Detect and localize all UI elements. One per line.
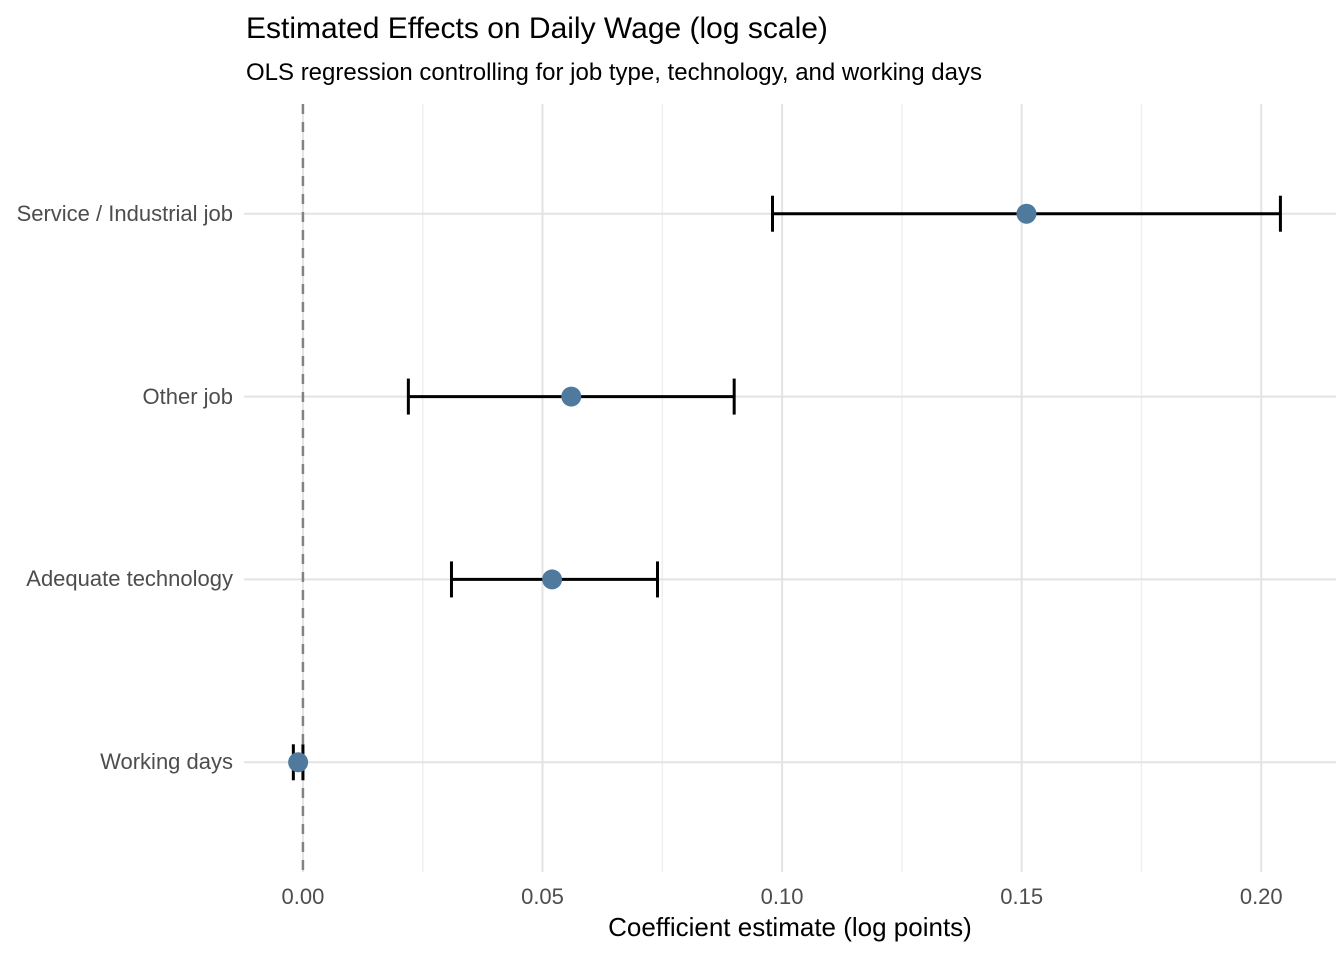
data-point (542, 569, 563, 590)
x-axis-tick-label: 0.05 (521, 884, 564, 909)
x-axis-tick-label: 0.00 (281, 884, 325, 909)
x-axis-title: Coefficient estimate (log points) (608, 912, 972, 942)
data-point (1016, 203, 1037, 224)
chart-subtitle: OLS regression controlling for job type,… (246, 59, 982, 86)
data-point (561, 386, 582, 407)
y-axis-label: Adequate technology (26, 566, 233, 592)
y-axis-label: Other job (142, 383, 234, 409)
y-axis-label: Service / Industrial job (16, 200, 233, 226)
chart-title: Estimated Effects on Daily Wage (log sca… (246, 12, 828, 45)
data-point (288, 752, 309, 773)
x-axis-tick-label: 0.15 (1000, 884, 1044, 909)
y-axis-label: Working days (100, 749, 233, 775)
x-axis-tick-label: 0.10 (760, 884, 804, 909)
x-axis-tick-label: 0.20 (1239, 884, 1283, 909)
